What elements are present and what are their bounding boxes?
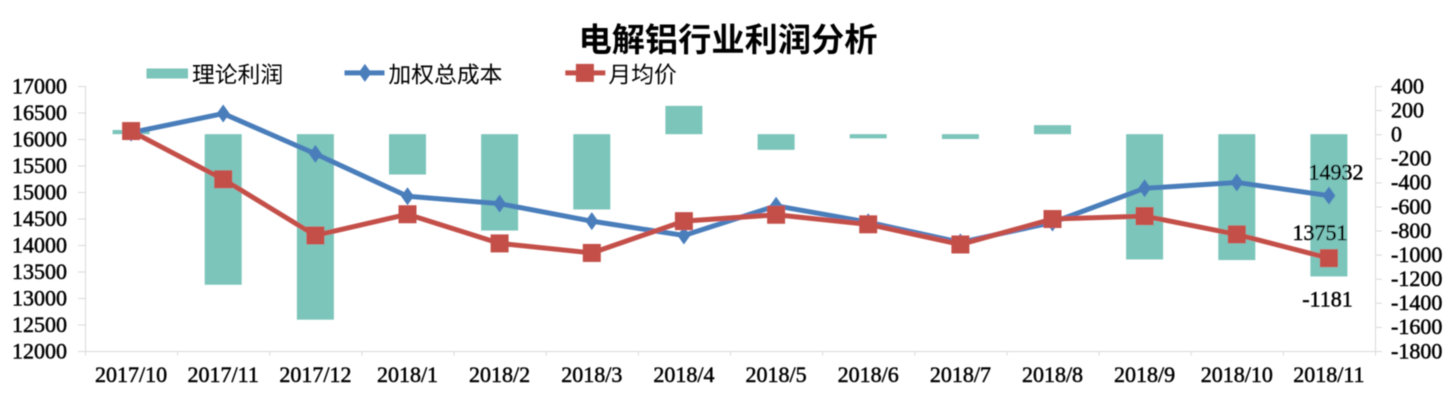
svg-text:17000: 17000 [12,73,67,98]
svg-text:-1800: -1800 [1391,338,1442,363]
svg-text:14500: 14500 [12,206,67,231]
svg-text:2018/2: 2018/2 [469,362,530,387]
svg-text:12500: 12500 [12,312,67,337]
svg-text:-1181: -1181 [1302,286,1353,311]
svg-text:2018/4: 2018/4 [653,362,714,387]
svg-text:16500: 16500 [12,100,67,125]
svg-text:15000: 15000 [12,179,67,204]
svg-text:-1000: -1000 [1391,242,1442,267]
svg-text:2018/7: 2018/7 [930,362,991,387]
svg-text:-200: -200 [1391,146,1431,171]
svg-text:12000: 12000 [12,338,67,363]
svg-text:16000: 16000 [12,126,67,151]
svg-text:14932: 14932 [1309,159,1364,184]
svg-text:0: 0 [1391,122,1402,147]
svg-text:15500: 15500 [12,153,67,178]
svg-text:13751: 13751 [1293,220,1348,245]
svg-text:2018/11: 2018/11 [1293,362,1364,387]
svg-text:13000: 13000 [12,285,67,310]
svg-text:14000: 14000 [12,232,67,257]
svg-text:2018/5: 2018/5 [746,362,807,387]
svg-text:-400: -400 [1391,170,1431,195]
svg-text:-600: -600 [1391,194,1431,219]
svg-text:2017/11: 2017/11 [188,362,259,387]
svg-text:-1200: -1200 [1391,266,1442,291]
svg-text:2018/9: 2018/9 [1114,362,1175,387]
svg-text:2018/8: 2018/8 [1022,362,1083,387]
svg-text:2017/10: 2017/10 [95,362,167,387]
svg-text:2017/12: 2017/12 [279,362,351,387]
svg-text:200: 200 [1391,97,1424,122]
svg-text:2018/10: 2018/10 [1201,362,1273,387]
svg-text:13500: 13500 [12,259,67,284]
svg-text:400: 400 [1391,73,1424,98]
svg-text:-1600: -1600 [1391,314,1442,339]
svg-text:2018/6: 2018/6 [838,362,899,387]
svg-text:-800: -800 [1391,218,1431,243]
svg-text:-1400: -1400 [1391,290,1442,315]
svg-text:2018/1: 2018/1 [377,362,438,387]
svg-text:2018/3: 2018/3 [561,362,622,387]
